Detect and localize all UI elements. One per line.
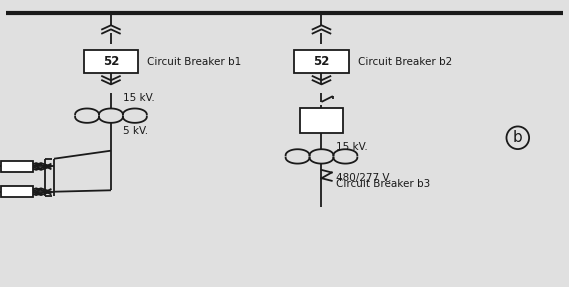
Bar bbox=[2, 161, 33, 172]
Bar bbox=[300, 108, 343, 133]
Text: 52: 52 bbox=[314, 55, 329, 67]
Text: Circuit Breaker b3: Circuit Breaker b3 bbox=[336, 179, 430, 189]
Text: 480/277 V.: 480/277 V. bbox=[336, 173, 391, 183]
Bar bbox=[84, 50, 138, 73]
Text: Circuit Breaker b2: Circuit Breaker b2 bbox=[358, 57, 452, 67]
Bar bbox=[294, 50, 349, 73]
Text: 5 kV.: 5 kV. bbox=[123, 126, 149, 136]
Bar bbox=[2, 186, 33, 197]
Text: 52: 52 bbox=[103, 55, 119, 67]
Text: b: b bbox=[513, 130, 523, 145]
Text: Circuit Breaker b1: Circuit Breaker b1 bbox=[147, 57, 242, 67]
Text: 15 kV.: 15 kV. bbox=[123, 93, 155, 103]
Text: 15 kV.: 15 kV. bbox=[336, 142, 368, 152]
